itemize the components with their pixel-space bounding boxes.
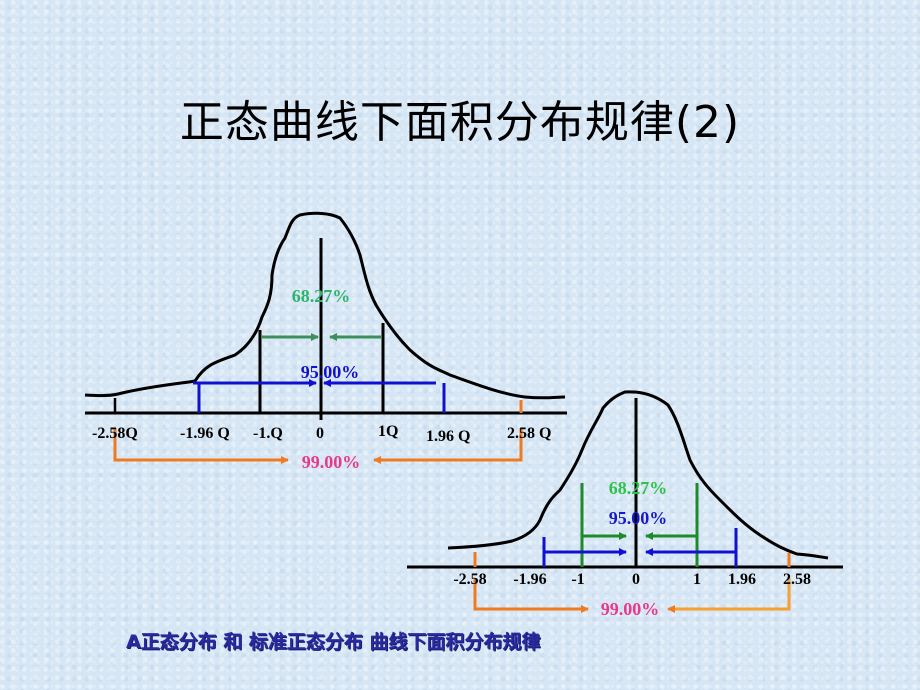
pct68-b: 68.27% <box>609 478 668 498</box>
axis-label-b-pos258: 2.58 <box>783 571 811 588</box>
diagram-a: 68.27% 95.00% 99.00% -2.58Q -1.96 Q -1.Q… <box>84 211 567 472</box>
axis-label-a-pos196: 1.96 Q <box>426 428 470 445</box>
axis-label-b-neg258: -2.58 <box>453 571 486 588</box>
pct95-b: 95.00% <box>609 508 668 528</box>
pct99-b: 99.00% <box>601 599 660 619</box>
pct99-a: 99.00% <box>302 452 361 472</box>
pct68-a: 68.27% <box>292 286 351 306</box>
axis-label-b-pos1: 1 <box>693 571 701 588</box>
axis-label-b-neg196: -1.96 <box>513 571 546 588</box>
curve-a <box>84 211 566 400</box>
axis-label-b-zero: 0 <box>632 571 640 588</box>
axis-label-a-pos1: 1Q <box>378 423 398 440</box>
axis-label-b-pos196: 1.96 <box>728 571 756 588</box>
pct95-a: 95.00% <box>301 362 360 382</box>
axis-label-a-neg258: -2.58Q <box>92 425 138 442</box>
axis-label-a-pos258: 2.58 Q <box>507 425 551 442</box>
axis-label-b-neg1: -1 <box>571 571 584 588</box>
curve-b <box>447 390 829 560</box>
slide-caption: A正态分布 和 标准正态分布 曲线下面积分布规律 <box>126 631 541 653</box>
axis-label-a-neg196: -1.96 Q <box>180 425 230 442</box>
axis-label-a-zero: 0 <box>316 425 324 442</box>
diagram-b: 68.27% 95.00% 99.00% -2.58 -1.96 -1 0 1 … <box>407 390 843 619</box>
slide-title: 正态曲线下面积分布规律(2) <box>179 97 741 148</box>
axis-label-a-neg1: -1.Q <box>253 425 283 442</box>
